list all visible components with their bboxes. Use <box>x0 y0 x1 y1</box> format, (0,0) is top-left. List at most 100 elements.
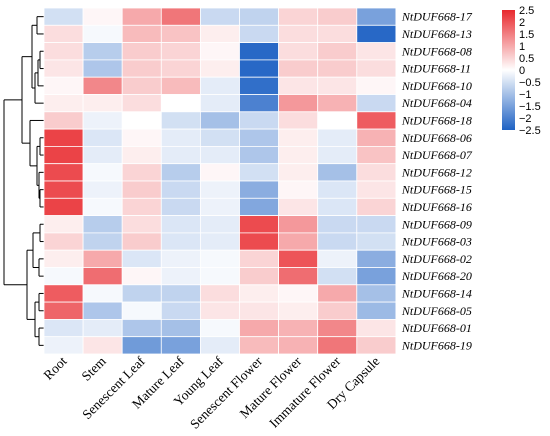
heatmap-cell <box>82 42 123 61</box>
heatmap-cell <box>317 180 358 199</box>
heatmap-cell <box>82 318 123 338</box>
heatmap-cell <box>199 336 240 355</box>
row-label: NtDUF668-20 <box>401 269 472 283</box>
heatmap-cell <box>82 215 123 234</box>
heatmap-cell <box>199 284 240 303</box>
heatmap-cell <box>278 336 319 355</box>
heatmap-cell <box>199 301 240 320</box>
heatmap-cell <box>199 215 240 234</box>
heatmap-cell <box>278 76 319 95</box>
heatmap-cell <box>199 197 240 217</box>
column-label: Root <box>40 353 69 382</box>
heatmap-cell <box>239 232 279 251</box>
heatmap-cell <box>356 249 397 268</box>
heatmap-cell <box>121 42 162 61</box>
heatmap-cell <box>317 197 358 217</box>
heatmap-cell <box>82 59 123 78</box>
heatmap-cell <box>239 249 279 268</box>
heatmap-cell <box>317 94 358 113</box>
heatmap-cell <box>278 180 319 199</box>
row-label: NtDUF668-14 <box>401 286 472 300</box>
heatmap-cell <box>43 267 84 286</box>
heatmap-cell <box>121 197 162 217</box>
heatmap-cell <box>121 76 162 95</box>
heatmap-cell <box>43 7 84 26</box>
heatmap-cell <box>278 145 319 165</box>
row-dendrogram <box>3 16 44 346</box>
heatmap-cell <box>121 59 162 78</box>
heatmap-cell <box>160 215 201 234</box>
heatmap-cell <box>278 163 319 182</box>
heatmap-cell <box>121 318 162 338</box>
heatmap-cell <box>121 267 162 286</box>
heatmap-cell <box>160 145 201 165</box>
heatmap-cell <box>239 284 279 303</box>
heatmap-cell <box>82 7 123 26</box>
heatmap-cell <box>278 249 319 268</box>
heatmap-cell <box>356 59 397 78</box>
heatmap-cell <box>43 24 84 43</box>
heatmap-cell <box>82 76 123 95</box>
heatmap-cell <box>160 336 201 355</box>
heatmap-cell <box>199 7 240 26</box>
heatmap-cell <box>199 232 240 251</box>
heatmap-cell <box>82 232 123 251</box>
heatmap-cell <box>121 163 162 182</box>
heatmap-cell <box>317 232 358 251</box>
heatmap-cell <box>278 232 319 251</box>
heatmap-cell <box>43 163 84 182</box>
heatmap-cell <box>43 318 84 338</box>
heatmap-cell <box>160 249 201 268</box>
heatmap-cell <box>317 7 358 26</box>
heatmap-cell <box>317 249 358 268</box>
row-label: NtDUF668-08 <box>401 44 472 58</box>
heatmap-cell <box>43 232 84 251</box>
heatmap-cell <box>199 24 240 43</box>
heatmap-cell <box>82 128 123 147</box>
heatmap-cell <box>121 301 162 320</box>
heatmap-cell <box>356 7 397 26</box>
colorbar-tick-label: −2 <box>519 113 532 125</box>
heatmap-cell <box>317 145 358 165</box>
heatmap-cell <box>356 94 397 113</box>
heatmap-cell <box>43 336 84 355</box>
heatmap-cell <box>199 267 240 286</box>
heatmap-cell <box>199 59 240 78</box>
row-label: NtDUF668-02 <box>401 252 472 266</box>
heatmap-cell <box>239 267 279 286</box>
heatmap-cell <box>239 128 279 147</box>
heatmap-cell <box>356 128 397 147</box>
heatmap-cell <box>356 163 397 182</box>
heatmap-cell <box>317 76 358 95</box>
colorbar-tick-label: 1 <box>519 41 525 53</box>
heatmap-cell <box>121 284 162 303</box>
heatmap-cell <box>160 7 201 26</box>
row-label: NtDUF668-03 <box>401 235 472 249</box>
heatmap-cell <box>43 128 84 147</box>
heatmap-cell <box>121 336 162 355</box>
heatmap-cell <box>199 249 240 268</box>
heatmap-cell <box>160 128 201 147</box>
heatmap-cell <box>43 249 84 268</box>
heatmap-cell <box>43 111 84 130</box>
heatmap-cell <box>239 94 279 113</box>
heatmap-cell <box>160 267 201 286</box>
row-label: NtDUF668-06 <box>401 131 472 145</box>
colorbar-tick-label: −1.5 <box>519 101 541 113</box>
heatmap-cell <box>278 284 319 303</box>
heatmap-cell <box>278 7 319 26</box>
row-label: NtDUF668-11 <box>401 62 471 76</box>
heatmap-cell <box>160 284 201 303</box>
row-label: NtDUF668-12 <box>401 165 472 179</box>
heatmap-cell <box>43 197 84 217</box>
heatmap-cell <box>317 163 358 182</box>
row-label: NtDUF668-16 <box>401 200 472 214</box>
heatmap-cell <box>82 111 123 130</box>
heatmap-cell <box>239 301 279 320</box>
heatmap-cell <box>160 301 201 320</box>
heatmap-cell <box>121 128 162 147</box>
heatmap-cell <box>43 42 84 61</box>
row-labels: NtDUF668-17 NtDUF668-13 NtDUF668-08 NtDUF66… <box>401 10 473 353</box>
row-label: NtDUF668-01 <box>401 321 472 335</box>
